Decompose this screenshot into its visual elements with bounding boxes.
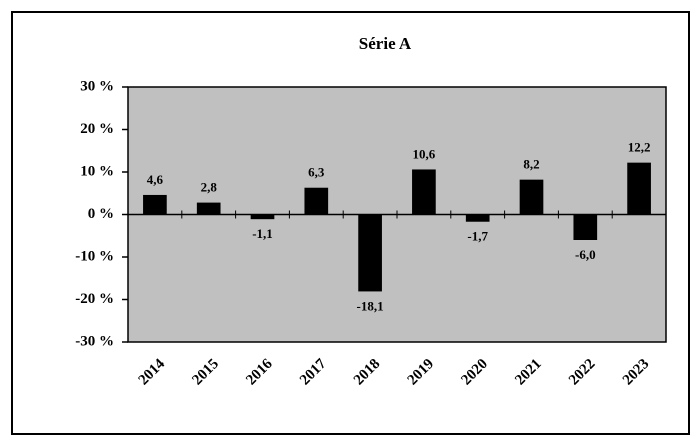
value-label: 8,2 bbox=[523, 157, 539, 172]
bar bbox=[465, 214, 490, 222]
y-tick-label: 0 % bbox=[88, 206, 114, 222]
y-tick-label: 10 % bbox=[80, 163, 114, 179]
y-tick-label: -20 % bbox=[75, 291, 114, 307]
value-label: -1,1 bbox=[252, 226, 273, 241]
value-label: -1,7 bbox=[467, 229, 488, 244]
value-label: -18,1 bbox=[357, 298, 384, 313]
bar bbox=[358, 214, 382, 292]
value-label: 2,8 bbox=[201, 180, 218, 195]
y-tick-label: -10 % bbox=[75, 248, 114, 264]
bar bbox=[412, 169, 436, 215]
value-label: -6,0 bbox=[575, 247, 596, 262]
y-tick-label: 20 % bbox=[80, 121, 114, 137]
bar bbox=[627, 162, 651, 215]
bar bbox=[573, 214, 598, 240]
value-label: 4,6 bbox=[147, 172, 164, 187]
value-label: 6,3 bbox=[308, 165, 325, 180]
bar bbox=[196, 202, 221, 215]
bar bbox=[304, 187, 329, 215]
value-label: 12,2 bbox=[628, 140, 651, 155]
y-tick-label: -30 % bbox=[75, 333, 114, 349]
bar bbox=[250, 214, 275, 220]
chart-title: Série A bbox=[359, 34, 412, 53]
value-label: 10,6 bbox=[413, 146, 436, 161]
bar bbox=[143, 194, 167, 215]
bar bbox=[519, 179, 544, 215]
y-tick-label: 30 % bbox=[80, 78, 114, 94]
